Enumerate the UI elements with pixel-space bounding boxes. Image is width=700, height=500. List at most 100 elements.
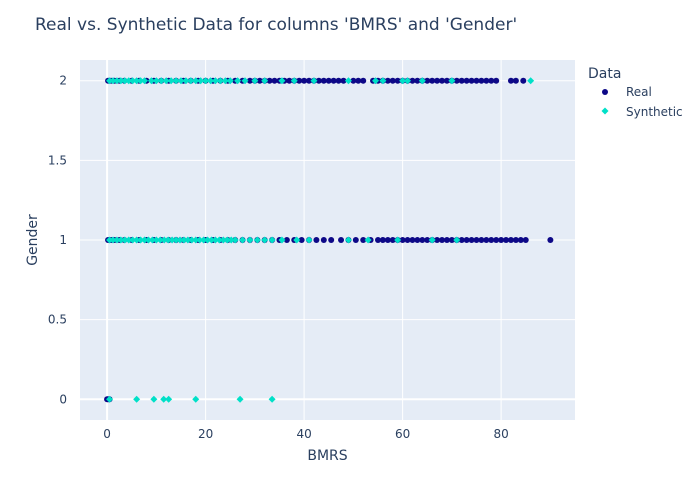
point-real[interactable] bbox=[517, 237, 524, 243]
point-synthetic[interactable] bbox=[148, 236, 156, 244]
point-real[interactable] bbox=[453, 77, 460, 84]
point-synthetic[interactable] bbox=[253, 236, 261, 244]
point-real[interactable] bbox=[384, 77, 391, 84]
point-synthetic[interactable] bbox=[394, 236, 402, 244]
point-synthetic[interactable] bbox=[176, 236, 184, 244]
point-synthetic[interactable] bbox=[234, 77, 242, 85]
point-synthetic[interactable] bbox=[261, 236, 269, 244]
point-real[interactable] bbox=[394, 77, 401, 84]
point-synthetic[interactable] bbox=[241, 77, 249, 85]
point-synthetic[interactable] bbox=[177, 77, 185, 85]
point-synthetic[interactable] bbox=[164, 236, 172, 244]
point-synthetic[interactable] bbox=[453, 236, 461, 244]
point-synthetic[interactable] bbox=[188, 236, 196, 244]
point-real[interactable] bbox=[296, 77, 303, 84]
point-synthetic[interactable] bbox=[268, 236, 276, 244]
point-synthetic[interactable] bbox=[261, 77, 269, 85]
point-real[interactable] bbox=[468, 77, 475, 84]
point-real[interactable] bbox=[266, 77, 273, 84]
point-synthetic[interactable] bbox=[278, 77, 286, 85]
point-synthetic[interactable] bbox=[184, 236, 192, 244]
point-synthetic[interactable] bbox=[290, 77, 298, 85]
point-real[interactable] bbox=[360, 237, 367, 243]
point-real[interactable] bbox=[488, 237, 495, 243]
point-real[interactable] bbox=[355, 77, 362, 84]
point-synthetic[interactable] bbox=[133, 236, 141, 244]
point-synthetic[interactable] bbox=[156, 236, 164, 244]
point-synthetic[interactable] bbox=[172, 77, 180, 85]
point-synthetic[interactable] bbox=[208, 236, 216, 244]
point-synthetic[interactable] bbox=[200, 236, 208, 244]
point-real[interactable] bbox=[389, 237, 396, 243]
point-real[interactable] bbox=[448, 237, 455, 243]
point-synthetic[interactable] bbox=[399, 77, 407, 85]
point-real[interactable] bbox=[458, 77, 465, 84]
point-real[interactable] bbox=[458, 237, 465, 243]
point-real[interactable] bbox=[330, 77, 337, 84]
point-real[interactable] bbox=[340, 77, 347, 84]
point-synthetic[interactable] bbox=[121, 236, 129, 244]
point-real[interactable] bbox=[463, 77, 470, 84]
point-real[interactable] bbox=[483, 77, 490, 84]
point-real[interactable] bbox=[338, 237, 345, 243]
point-real[interactable] bbox=[374, 237, 381, 243]
point-synthetic[interactable] bbox=[125, 236, 133, 244]
point-synthetic[interactable] bbox=[157, 77, 165, 85]
point-real[interactable] bbox=[512, 77, 519, 84]
point-real[interactable] bbox=[478, 237, 485, 243]
point-synthetic[interactable] bbox=[404, 77, 412, 85]
point-real[interactable] bbox=[409, 77, 416, 84]
point-real[interactable] bbox=[313, 237, 320, 243]
point-real[interactable] bbox=[429, 77, 436, 84]
point-real[interactable] bbox=[463, 237, 470, 243]
point-real[interactable] bbox=[439, 77, 446, 84]
point-synthetic[interactable] bbox=[129, 236, 137, 244]
point-real[interactable] bbox=[473, 77, 480, 84]
point-synthetic[interactable] bbox=[223, 236, 231, 244]
point-synthetic[interactable] bbox=[160, 395, 168, 403]
point-real[interactable] bbox=[389, 77, 396, 84]
point-synthetic[interactable] bbox=[141, 236, 149, 244]
point-synthetic[interactable] bbox=[182, 77, 190, 85]
point-synthetic[interactable] bbox=[219, 236, 227, 244]
point-synthetic[interactable] bbox=[239, 236, 247, 244]
point-synthetic[interactable] bbox=[129, 77, 137, 85]
point-synthetic[interactable] bbox=[251, 77, 259, 85]
point-real[interactable] bbox=[286, 77, 293, 84]
point-synthetic[interactable] bbox=[196, 236, 204, 244]
point-synthetic[interactable] bbox=[231, 236, 239, 244]
point-synthetic[interactable] bbox=[152, 77, 160, 85]
point-real[interactable] bbox=[419, 237, 426, 243]
point-real[interactable] bbox=[404, 237, 411, 243]
point-real[interactable] bbox=[414, 237, 421, 243]
point-synthetic[interactable] bbox=[147, 77, 155, 85]
point-real[interactable] bbox=[256, 77, 263, 84]
point-real[interactable] bbox=[439, 237, 446, 243]
point-real[interactable] bbox=[315, 77, 322, 84]
point-real[interactable] bbox=[507, 77, 514, 84]
legend-item-synthetic[interactable]: Synthetic bbox=[601, 105, 683, 119]
point-synthetic[interactable] bbox=[278, 236, 286, 244]
point-synthetic[interactable] bbox=[204, 236, 212, 244]
point-synthetic[interactable] bbox=[137, 236, 145, 244]
point-synthetic[interactable] bbox=[150, 395, 158, 403]
point-synthetic[interactable] bbox=[137, 77, 145, 85]
point-real[interactable] bbox=[320, 77, 327, 84]
point-real[interactable] bbox=[360, 77, 367, 84]
point-synthetic[interactable] bbox=[448, 77, 456, 85]
point-real[interactable] bbox=[507, 237, 514, 243]
point-real[interactable] bbox=[320, 237, 327, 243]
point-real[interactable] bbox=[350, 77, 357, 84]
point-real[interactable] bbox=[335, 77, 342, 84]
point-synthetic[interactable] bbox=[113, 77, 121, 85]
point-synthetic[interactable] bbox=[310, 77, 318, 85]
point-synthetic[interactable] bbox=[364, 236, 372, 244]
point-real[interactable] bbox=[520, 77, 527, 84]
point-synthetic[interactable] bbox=[202, 77, 210, 85]
point-synthetic[interactable] bbox=[192, 236, 200, 244]
point-synthetic[interactable] bbox=[113, 236, 121, 244]
point-synthetic[interactable] bbox=[125, 77, 133, 85]
point-synthetic[interactable] bbox=[168, 236, 176, 244]
point-real[interactable] bbox=[493, 77, 500, 84]
point-synthetic[interactable] bbox=[379, 77, 387, 85]
